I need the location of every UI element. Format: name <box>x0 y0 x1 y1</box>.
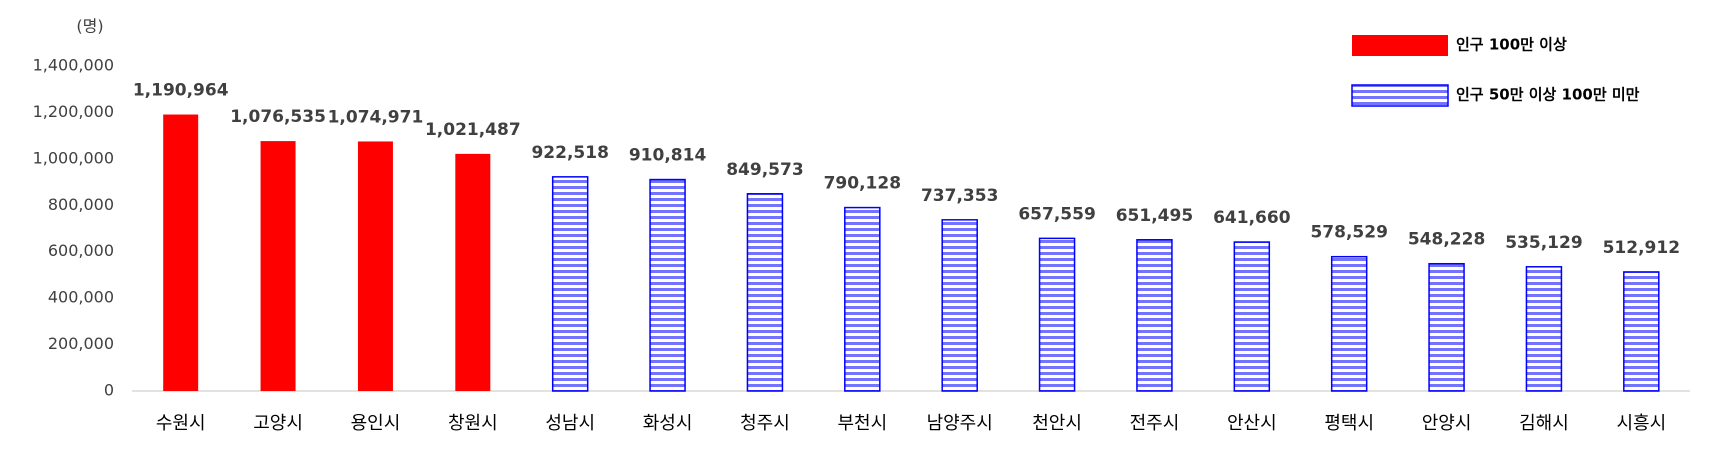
bar <box>357 141 393 391</box>
bar <box>1038 237 1076 392</box>
y-tick-label: 600,000 <box>48 241 114 260</box>
x-tick-label: 고양시 <box>253 413 303 434</box>
bar <box>746 193 784 392</box>
bar <box>1136 239 1173 392</box>
x-tick-label: 평택시 <box>1324 413 1374 434</box>
y-tick-label: 800,000 <box>48 195 114 214</box>
x-tick-label: 용인시 <box>351 413 401 434</box>
x-tick-label: 남양주시 <box>927 413 993 434</box>
y-tick-label: 400,000 <box>48 288 114 307</box>
x-tick-label: 김해시 <box>1519 413 1569 434</box>
x-tick-label: 안양시 <box>1422 413 1472 434</box>
x-tick-label: 시흥시 <box>1616 413 1666 434</box>
legend-swatch <box>1352 35 1448 56</box>
y-tick-label: 1,000,000 <box>33 148 114 167</box>
value-label: 1,021,487 <box>425 120 521 140</box>
legend-label: 인구 100만 이상 <box>1456 36 1567 54</box>
bar <box>1233 241 1271 392</box>
x-tick-label: 화성시 <box>643 413 693 434</box>
value-label: 548,228 <box>1408 230 1485 250</box>
x-tick-label: 수원시 <box>156 413 206 434</box>
value-label: 1,074,971 <box>328 107 424 127</box>
x-tick-label: 창원시 <box>448 413 498 434</box>
bar <box>941 219 978 392</box>
y-tick-label: 1,200,000 <box>33 102 114 121</box>
value-label: 651,495 <box>1116 206 1193 226</box>
bar <box>1623 271 1660 392</box>
y-tick-label: 1,400,000 <box>33 56 114 75</box>
bar <box>260 141 296 391</box>
x-tick-label: 안산시 <box>1227 413 1277 434</box>
bar <box>1428 262 1465 392</box>
bar <box>163 114 199 391</box>
y-tick-label: 0 <box>104 381 114 400</box>
x-tick-label: 전주시 <box>1130 413 1180 434</box>
y-tick-label: 200,000 <box>48 334 114 353</box>
value-label: 790,128 <box>824 174 901 194</box>
bar <box>844 206 881 392</box>
value-label: 1,076,535 <box>230 107 326 127</box>
x-tick-label: 천안시 <box>1032 413 1082 434</box>
x-tick-label: 청주시 <box>740 413 790 434</box>
legend-label: 인구 50만 이상 100만 미만 <box>1456 86 1640 104</box>
value-label: 849,573 <box>726 160 803 180</box>
bar <box>1330 255 1368 392</box>
value-label: 1,190,964 <box>133 81 229 101</box>
bar <box>455 153 491 391</box>
bar <box>551 176 589 392</box>
bar <box>649 178 686 392</box>
value-label: 910,814 <box>629 146 707 166</box>
value-label: 922,518 <box>531 143 608 163</box>
legend-swatch <box>1351 84 1449 107</box>
x-tick-label: 부천시 <box>837 413 887 434</box>
value-label: 535,129 <box>1505 233 1582 253</box>
value-label: 641,660 <box>1213 208 1291 228</box>
value-label: 737,353 <box>921 186 998 206</box>
value-label: 657,559 <box>1018 204 1095 224</box>
x-tick-label: 성남시 <box>545 413 595 434</box>
value-label: 578,529 <box>1310 223 1387 243</box>
y-unit-label: (명) <box>76 17 103 36</box>
value-label: 512,912 <box>1603 238 1680 258</box>
bar <box>1525 266 1563 392</box>
